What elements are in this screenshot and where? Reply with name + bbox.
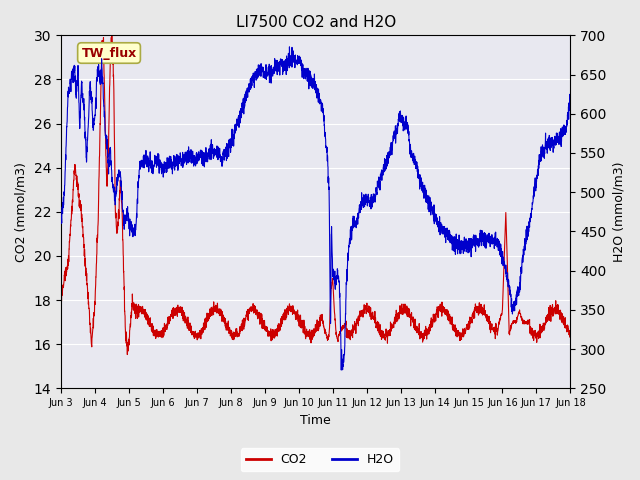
Legend: CO2, H2O: CO2, H2O — [241, 448, 399, 471]
Y-axis label: CO2 (mmol/m3): CO2 (mmol/m3) — [15, 162, 28, 262]
Title: LI7500 CO2 and H2O: LI7500 CO2 and H2O — [236, 15, 396, 30]
X-axis label: Time: Time — [300, 414, 331, 427]
Text: TW_flux: TW_flux — [81, 47, 137, 60]
Y-axis label: H2O (mmol/m3): H2O (mmol/m3) — [612, 162, 625, 262]
